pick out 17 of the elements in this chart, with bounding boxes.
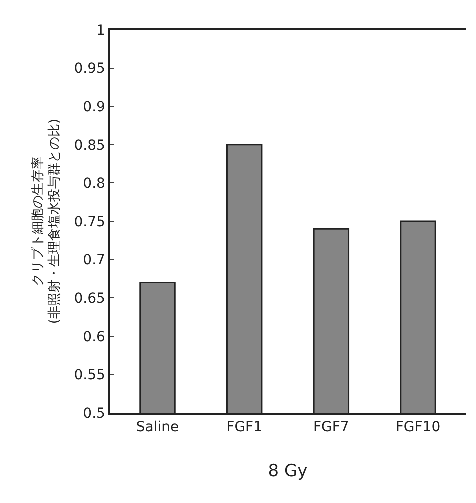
x-tick-label: Saline xyxy=(136,420,180,436)
y-tick-label: 0.7 xyxy=(83,252,106,269)
y-tick-label: 0.5 xyxy=(83,406,106,422)
y-tick-label: 0.9 xyxy=(83,100,106,116)
x-tick-label: FGF7 xyxy=(313,420,350,436)
y-tick-label: 0.75 xyxy=(74,214,106,230)
x-axis-title: 8 Gy xyxy=(268,461,308,482)
y-tick-label: 0.8 xyxy=(83,176,106,192)
x-tick-label: FGF10 xyxy=(396,420,441,436)
y-tick-label: 0.85 xyxy=(74,138,106,154)
y-tick-label: 0.55 xyxy=(74,368,106,384)
y-tick-label: 0.95 xyxy=(74,61,106,78)
y-tick-label: 1 xyxy=(96,22,106,39)
x-tick-label: FGF1 xyxy=(226,420,263,436)
y-tick-label: 0.6 xyxy=(83,329,106,346)
y-tick-label: 0.65 xyxy=(74,291,106,307)
y-axis-title: クリプト細胞の生存率 (非照射・生理食塩水投与群との比) xyxy=(30,118,63,324)
